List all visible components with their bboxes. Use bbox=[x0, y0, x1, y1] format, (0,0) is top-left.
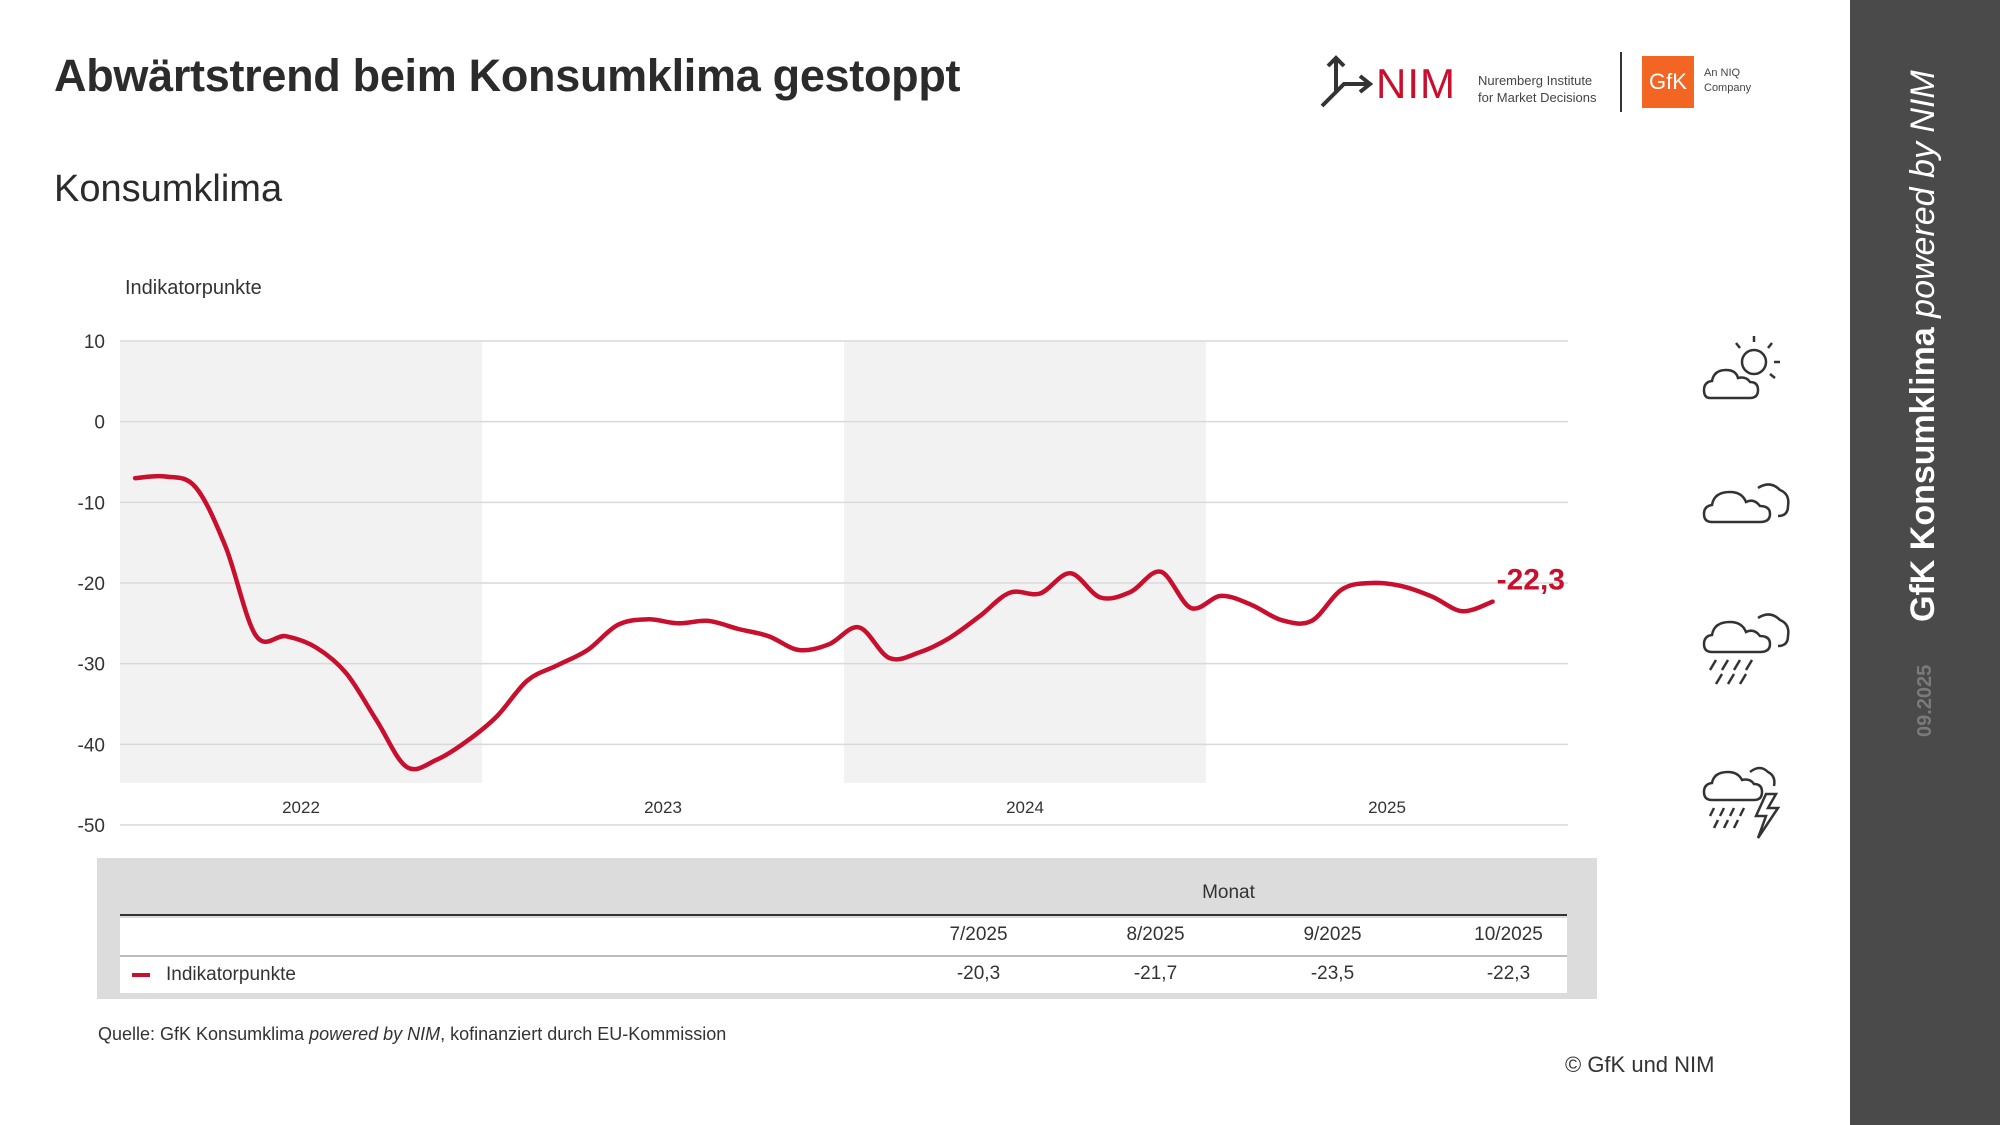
logo-divider bbox=[1620, 52, 1622, 112]
y-tick-label: 10 bbox=[84, 332, 105, 353]
rain-cloud-icon bbox=[1700, 600, 1792, 690]
column-header: 10/2025 bbox=[1474, 924, 1543, 945]
column-header: 7/2025 bbox=[949, 924, 1008, 945]
column-header: 9/2025 bbox=[1303, 924, 1362, 945]
table-row: Indikatorpunkte -20,3 -21,7 -23,5 -22,3 bbox=[120, 957, 1567, 993]
table-rule bbox=[120, 914, 1567, 916]
source-note: Quelle: GfK Konsumklima powered by NIM, … bbox=[98, 1024, 727, 1044]
table-group-header: Monat bbox=[1202, 882, 1255, 903]
gfk-logo: GfK bbox=[1642, 56, 1694, 108]
nim-logo-subtitle: Nuremberg Institute for Market Decisions bbox=[1478, 73, 1597, 105]
nim-logo-text: NIM bbox=[1376, 60, 1456, 107]
y-axis-label: Indikatorpunkte bbox=[125, 277, 262, 299]
y-tick-label: -30 bbox=[78, 655, 105, 676]
y-tick-label: -10 bbox=[78, 493, 105, 514]
y-tick-label: 0 bbox=[94, 413, 105, 434]
thunderstorm-icon bbox=[1700, 758, 1792, 848]
sidebar-date: 09.2025 bbox=[1914, 664, 1936, 737]
end-value-label: -22,3 bbox=[1497, 564, 1565, 597]
sidebar bbox=[1850, 0, 2000, 1125]
column-header: 8/2025 bbox=[1126, 924, 1185, 945]
page-title: Abwärtstrend beim Konsumklima gestoppt bbox=[54, 50, 961, 101]
y-tick-label: -40 bbox=[78, 735, 105, 756]
y-tick-label: -20 bbox=[78, 574, 105, 595]
x-tick-label: 2024 bbox=[1006, 798, 1044, 817]
logos: NIM Nuremberg Institute for Market Decis… bbox=[1318, 48, 1778, 118]
table-cell: -23,5 bbox=[1310, 963, 1355, 984]
year-band bbox=[844, 341, 1206, 783]
nim-arrow-icon bbox=[1320, 55, 1374, 108]
sun-cloud-icon bbox=[1700, 328, 1792, 418]
year-band bbox=[120, 341, 482, 783]
x-tick-label: 2023 bbox=[644, 798, 682, 817]
gfk-logo-subtitle: An NIQ Company bbox=[1704, 67, 1752, 94]
table-cell: -21,7 bbox=[1133, 963, 1178, 984]
y-tick-label: -50 bbox=[78, 816, 105, 837]
line-chart: 10 0 -10 -20 -30 -40 -50 2022 2023 2024 2025 Indi… bbox=[78, 277, 1568, 837]
table-cell: -22,3 bbox=[1486, 963, 1531, 984]
x-tick-label: 2022 bbox=[282, 798, 320, 817]
table-cell: -20,3 bbox=[956, 963, 1001, 984]
chart-subtitle: Konsumklima bbox=[54, 168, 283, 210]
copyright: © GfK und NIM bbox=[1565, 1052, 1715, 1077]
sidebar-title: GfK Konsumklima powered by NIM bbox=[1904, 70, 1942, 622]
legend-swatch bbox=[132, 973, 150, 977]
table-header-row: 7/2025 8/2025 9/2025 10/2025 bbox=[120, 918, 1567, 957]
series-line-indikatorpunkte bbox=[132, 473, 1495, 772]
data-table: Monat 7/2025 8/2025 9/2025 10/2025 Indik… bbox=[97, 858, 1597, 999]
cloud-icon bbox=[1700, 468, 1792, 558]
x-tick-label: 2025 bbox=[1368, 798, 1406, 817]
row-label: Indikatorpunkte bbox=[166, 964, 296, 985]
